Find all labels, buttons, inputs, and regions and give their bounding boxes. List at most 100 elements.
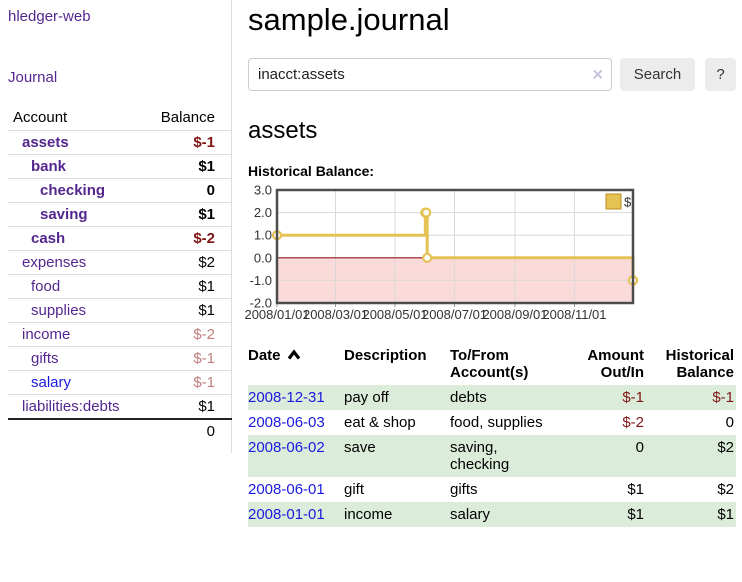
historical-balance-chart: $3.0 2.0 1.0 0.0 -1.0 -2.0 2008/01/01 2008/03/0… — [244, 183, 640, 331]
x-tick-label: 2008/03/01 — [303, 307, 368, 322]
register-header-accounts: To/From Account(s) — [450, 347, 529, 381]
register-row: 2008-06-01 gift gifts $1 $2 — [248, 477, 736, 502]
data-point-marker — [421, 207, 432, 218]
accounts-header-row: Account Balance — [8, 106, 232, 131]
search-button[interactable]: Search — [620, 58, 695, 91]
register-header-row: Date Description To/From Account(s) Amou… — [248, 345, 736, 385]
page-title: sample.journal — [248, 2, 450, 37]
sort-ascending-icon — [287, 348, 301, 365]
y-tick-label: 3.0 — [254, 183, 272, 198]
register-amount-cell: $1 — [627, 506, 644, 523]
account-name-cell: supplies — [8, 298, 142, 323]
account-link-assets[interactable]: assets — [22, 134, 69, 151]
account-link-supplies[interactable]: supplies — [31, 302, 87, 319]
register-row: 2008-01-01 income salary $1 $1 — [248, 502, 736, 527]
account-link-checking[interactable]: checking — [40, 182, 106, 199]
app-window: hledger-web Journal Account Balance asse… — [8, 0, 736, 527]
register-accounts-cell: debts — [450, 389, 487, 406]
register-header-date[interactable]: Date — [248, 345, 344, 385]
legend-label: $ — [624, 195, 632, 210]
register-amount-cell: 0 — [635, 439, 644, 456]
x-tick-label: 2008/05/01 — [362, 307, 427, 322]
transaction-date-link[interactable]: 2008-01-01 — [248, 506, 325, 523]
register-amount-cell: $-2 — [622, 414, 644, 431]
account-name-cell: bank — [8, 154, 142, 179]
y-tick-label: 0.0 — [254, 250, 272, 265]
account-balance: $-2 — [141, 226, 232, 251]
register-date-cell: 2008-06-01 — [248, 477, 344, 502]
account-link-saving[interactable]: saving — [40, 206, 88, 223]
account-link-salary[interactable]: salary — [31, 374, 72, 391]
register-date-cell: 2008-06-03 — [248, 410, 344, 435]
help-button[interactable]: ? — [705, 58, 736, 91]
register-balance-cell: $-1 — [712, 389, 734, 406]
account-name-cell: salary — [8, 370, 142, 395]
plot-border — [275, 188, 635, 305]
account-row: cash $-2 — [8, 226, 232, 251]
y-tick-label: -2.0 — [250, 296, 272, 311]
transaction-date-link[interactable]: 2008-06-03 — [248, 414, 325, 431]
register-row: 2008-06-03 eat & shop food, supplies $-2 0 — [248, 410, 736, 435]
account-name-cell: food — [8, 274, 142, 299]
register-header-amount: Amount Out/In — [587, 347, 644, 381]
register-accounts-cell: gifts — [450, 481, 478, 498]
accounts-total-spacer — [8, 418, 142, 443]
account-row: saving $1 — [8, 202, 232, 227]
app-title-link[interactable]: hledger-web — [8, 8, 91, 25]
account-name-cell: checking — [8, 178, 142, 203]
account-link-food[interactable]: food — [31, 278, 61, 295]
account-link-bank[interactable]: bank — [31, 158, 67, 175]
account-link-cash[interactable]: cash — [31, 230, 66, 247]
accounts-total-value: 0 — [141, 418, 232, 443]
register-row: 2008-12-31 pay off debts $-1 $-1 — [248, 385, 736, 410]
account-row: food $1 — [8, 274, 232, 299]
account-row: expenses $2 — [8, 250, 232, 275]
register-header-description: Description — [344, 347, 427, 364]
accounts-total-row: 0 — [8, 418, 232, 443]
register-description-cell: income — [344, 506, 393, 523]
account-link-expenses[interactable]: expenses — [22, 254, 87, 271]
accounts-header-account: Account — [8, 106, 142, 131]
register-description-cell: gift — [344, 481, 365, 498]
register-date-cell: 2008-12-31 — [248, 385, 344, 410]
register-accounts-cell: saving, checking — [450, 439, 510, 473]
account-row: income $-2 — [8, 322, 232, 347]
account-row: supplies $1 — [8, 298, 232, 323]
account-name-cell: liabilities:debts — [8, 394, 142, 420]
register-table: Date Description To/From Account(s) Amou… — [248, 345, 736, 527]
chart-title: Historical Balance: — [248, 163, 375, 179]
account-row: liabilities:debts $1 — [8, 394, 232, 420]
y-tick-label: 2.0 — [254, 205, 272, 220]
transaction-date-link[interactable]: 2008-12-31 — [248, 389, 325, 406]
register-description-cell: pay off — [344, 389, 389, 406]
account-name-cell: expenses — [8, 250, 142, 275]
register-accounts-cell: salary — [450, 506, 491, 523]
clear-search-icon[interactable]: × — [592, 63, 603, 84]
account-row: assets $-1 — [8, 130, 232, 155]
sidebar-item-journal[interactable]: Journal — [8, 69, 58, 86]
accounts-header-balance: Balance — [141, 106, 232, 131]
account-link-income[interactable]: income — [22, 326, 71, 343]
account-name-cell: cash — [8, 226, 142, 251]
register-accounts-cell: food, supplies — [450, 414, 543, 431]
account-balance: 0 — [141, 178, 232, 203]
account-link-liabilities-debts[interactable]: liabilities:debts — [22, 398, 120, 415]
x-tick-label: 2008/11/01 — [542, 307, 606, 322]
register-description-cell: eat & shop — [344, 414, 416, 431]
register-amount-cell: $-1 — [622, 389, 644, 406]
search-box: × — [248, 58, 612, 91]
account-name-cell: saving — [8, 202, 142, 227]
accounts-table: Account Balance assets $-1 bank $1 checking 0… — [8, 106, 232, 443]
account-balance: $1 — [141, 394, 232, 420]
register-header-date-label: Date — [248, 347, 281, 364]
account-balance: $-1 — [141, 130, 232, 155]
historical-balance-chart-svg: $3.0 2.0 1.0 0.0 -1.0 -2.02008/01/012008/03/0… — [244, 183, 639, 322]
transaction-date-link[interactable]: 2008-06-02 — [248, 439, 325, 456]
register-balance-cell: $2 — [717, 481, 734, 498]
transaction-date-link[interactable]: 2008-06-01 — [248, 481, 325, 498]
register-date-cell: 2008-01-01 — [248, 502, 344, 527]
account-row: bank $1 — [8, 154, 232, 179]
account-link-gifts[interactable]: gifts — [31, 350, 59, 367]
search-form: × Search ? — [248, 58, 736, 91]
search-input[interactable] — [248, 58, 612, 91]
